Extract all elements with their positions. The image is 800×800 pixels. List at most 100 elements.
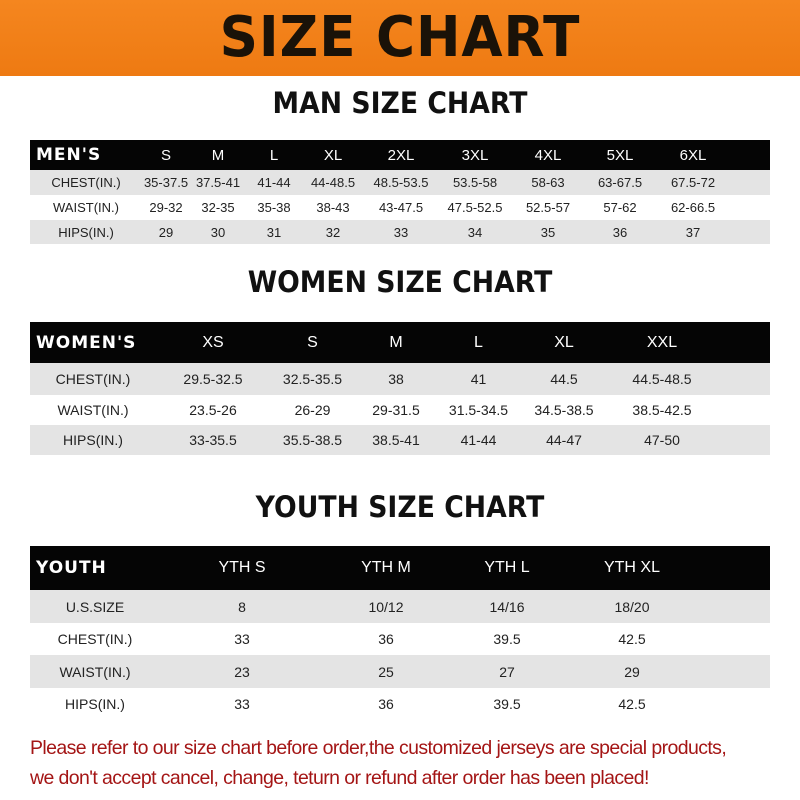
- row-label: CHEST(IN.): [55, 371, 131, 387]
- table-cell: 53.5-58: [452, 175, 498, 190]
- table-cell: 29: [624, 663, 640, 680]
- row-label: CHEST(IN.): [57, 631, 133, 647]
- table-cell: 34: [467, 224, 483, 240]
- table-cell: 57-62: [603, 200, 637, 215]
- table-cell: 39.5: [493, 631, 521, 647]
- table-row: U.S.SIZE 8 10/12 14/16 18/20: [30, 590, 770, 623]
- table-cell: 41: [470, 371, 487, 387]
- table-cell: 10/12: [368, 598, 404, 615]
- order-notice: Please refer to our size chart before or…: [30, 733, 790, 793]
- size-header-cell: YTH L: [484, 559, 530, 576]
- women-size-table: WOMEN'S XS S M L XL XXL CHEST(IN.) 29.5-32.5 32.5…: [30, 322, 770, 455]
- table-cell: 25: [378, 663, 394, 680]
- table-cell: 38.5-42.5: [632, 402, 692, 418]
- table-cell: 29.5-32.5: [183, 371, 243, 387]
- table-cell: 38.5-41: [372, 432, 420, 448]
- table-cell: 35.5-38.5: [282, 432, 343, 448]
- table-cell: 36: [378, 631, 394, 647]
- size-header-cell: XS: [202, 333, 224, 351]
- table-cell: 62-66.5: [670, 200, 716, 215]
- table-cell: 42.5: [618, 696, 646, 712]
- table-cell: 47.5-52.5: [447, 200, 503, 215]
- table-cell: 18/20: [614, 598, 650, 615]
- table-cell: 30: [210, 224, 226, 240]
- table-header-row: YOUTH YTH S YTH M YTH L YTH XL: [30, 546, 770, 590]
- table-cell: 42.5: [618, 631, 646, 647]
- table-cell: 67.5-72: [670, 175, 716, 190]
- table-cell: 58-63: [531, 175, 565, 190]
- table-cell: 39.5: [493, 696, 521, 712]
- size-header-cell: YTH M: [361, 559, 411, 576]
- table-cell: 31: [266, 224, 282, 240]
- table-cell: 31.5-34.5: [448, 402, 509, 418]
- table-cell: 37: [685, 224, 701, 240]
- row-label: HIPS(IN.): [63, 432, 123, 448]
- table-cell: 34.5-38.5: [534, 402, 594, 418]
- table-header-label: WOMEN'S: [36, 332, 137, 353]
- table-cell: 14/16: [489, 598, 525, 615]
- men-chart-title: MAN SIZE CHART: [272, 86, 528, 120]
- table-cell: 33: [234, 631, 250, 647]
- table-row: WAIST(IN.) 29-32 32-35 35-38 38-43 43-47.5 47.…: [30, 195, 770, 220]
- table-cell: 36: [612, 224, 628, 240]
- table-cell: 35: [540, 224, 556, 240]
- table-cell: 38-43: [316, 200, 350, 215]
- table-row: CHEST(IN.) 33 36 39.5 42.5: [30, 623, 770, 655]
- table-cell: 33: [234, 696, 250, 712]
- row-label: CHEST(IN.): [51, 175, 121, 190]
- row-label: U.S.SIZE: [65, 598, 125, 615]
- size-header-cell: XXL: [646, 333, 678, 351]
- size-header-cell: 2XL: [387, 146, 415, 164]
- notice-line-2: we don't accept cancel, change, teturn o…: [30, 767, 649, 789]
- table-cell: 44.5-48.5: [632, 371, 692, 387]
- table-cell: 8: [238, 598, 246, 615]
- women-chart-title: WOMEN SIZE CHART: [247, 265, 553, 299]
- row-label: WAIST(IN.): [59, 663, 131, 680]
- row-label: HIPS(IN.): [58, 224, 114, 240]
- row-label: WAIST(IN.): [53, 200, 119, 215]
- table-row: CHEST(IN.) 35-37.5 37.5-41 41-44 44-48.5 48.5…: [30, 170, 770, 195]
- table-cell: 48.5-53.5: [373, 175, 429, 190]
- table-row: HIPS(IN.) 29 30 31 32 33 34 35 36 37: [30, 220, 770, 244]
- table-header-label: YOUTH: [36, 558, 107, 578]
- size-header-cell: M: [211, 146, 225, 164]
- table-cell: 23.5-26: [189, 402, 237, 418]
- table-row: WAIST(IN.) 23 25 27 29: [30, 655, 770, 688]
- size-header-cell: XL: [323, 146, 343, 164]
- size-header-cell: M: [389, 333, 403, 351]
- table-cell: 32.5-35.5: [282, 371, 343, 387]
- table-cell: 52.5-57: [525, 200, 571, 215]
- table-header-row: MEN'S S M L XL 2XL 3XL 4XL 5XL 6XL: [30, 140, 770, 170]
- table-cell: 47-50: [644, 432, 680, 448]
- table-cell: 35-37.5: [143, 175, 189, 190]
- size-header-cell: S: [307, 333, 318, 351]
- size-header-cell: YTH S: [218, 559, 266, 576]
- row-label: HIPS(IN.): [65, 696, 125, 712]
- size-header-cell: L: [474, 333, 483, 351]
- table-row: WAIST(IN.) 23.5-26 26-29 29-31.5 31.5-34.5 34…: [30, 395, 770, 425]
- size-header-cell: YTH XL: [603, 559, 660, 576]
- row-label: WAIST(IN.): [57, 402, 129, 418]
- size-header-cell: 4XL: [534, 146, 562, 164]
- table-cell: 32: [325, 224, 341, 240]
- table-cell: 44.5: [550, 371, 578, 387]
- table-cell: 29-31.5: [372, 402, 420, 418]
- table-cell: 29-32: [149, 200, 183, 215]
- table-row: HIPS(IN.) 33-35.5 35.5-38.5 38.5-41 41-44 44-…: [30, 425, 770, 455]
- youth-size-table: YOUTH YTH S YTH M YTH L YTH XL U.S.SIZE 8 10/12…: [30, 546, 770, 720]
- table-cell: 26-29: [294, 402, 331, 418]
- table-cell: 27: [499, 663, 515, 680]
- men-size-table: MEN'S S M L XL 2XL 3XL 4XL 5XL 6XL CHEST(IN.) 35-37…: [30, 140, 770, 244]
- size-header-cell: 5XL: [606, 146, 634, 164]
- table-cell: 38: [388, 371, 404, 387]
- table-cell: 36: [378, 696, 394, 712]
- table-cell: 63-67.5: [597, 175, 643, 190]
- size-chart-banner: SIZE CHART: [0, 0, 800, 76]
- table-header-row: WOMEN'S XS S M L XL XXL: [30, 322, 770, 363]
- table-cell: 37.5-41: [195, 175, 241, 190]
- banner-title: SIZE CHART: [219, 5, 581, 70]
- notice-line-1: Please refer to our size chart before or…: [30, 737, 727, 759]
- youth-chart-title: YOUTH SIZE CHART: [255, 490, 545, 524]
- table-row: CHEST(IN.) 29.5-32.5 32.5-35.5 38 41 44.5 44.5…: [30, 363, 770, 395]
- table-cell: 44-47: [546, 432, 582, 448]
